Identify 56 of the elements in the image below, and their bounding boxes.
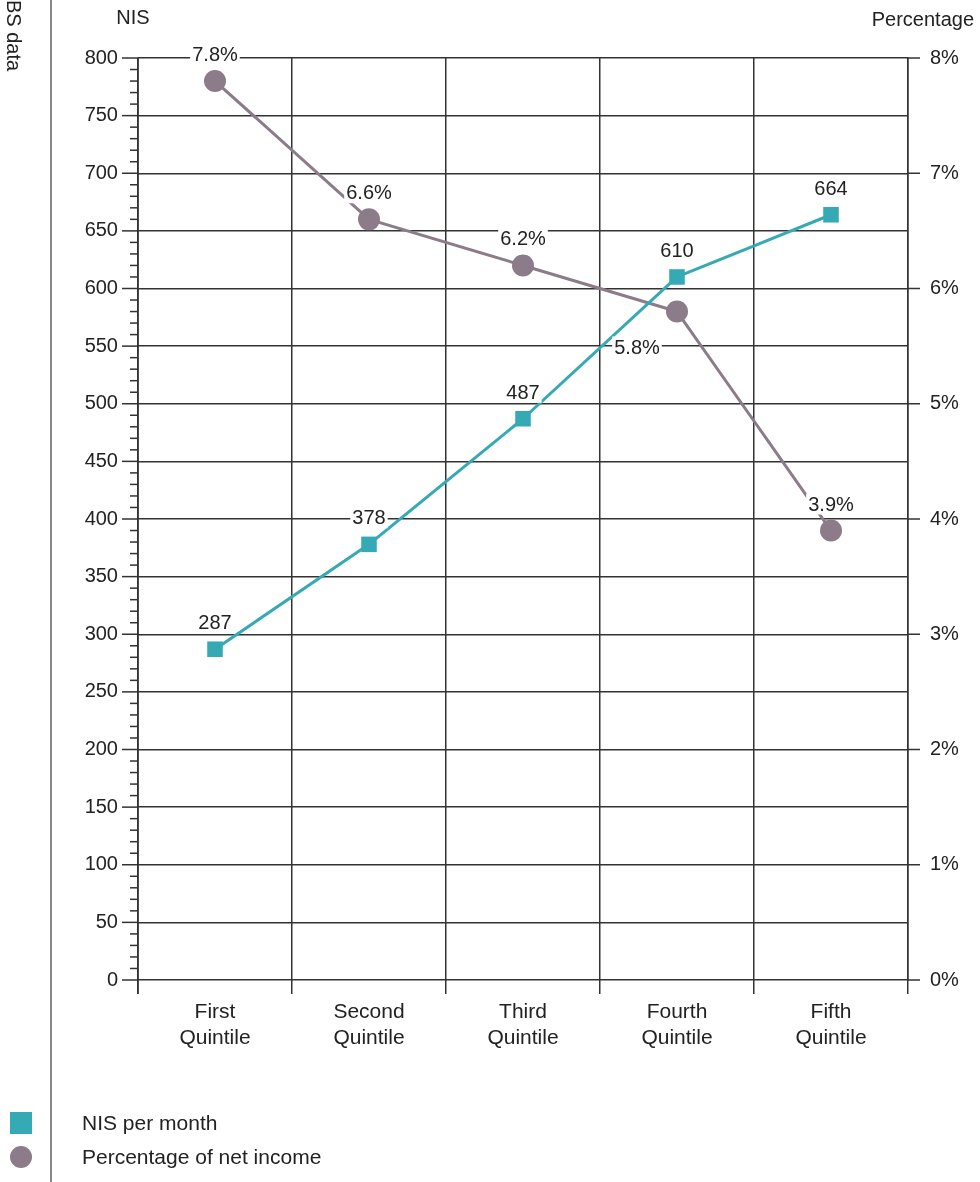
data-label: 378 [352,506,386,529]
point [820,519,842,542]
y2-tick-label: 3% [930,621,960,644]
y-tick-label: 400 [84,506,118,529]
text: BS data [2,0,25,72]
y-tick-label: 450 [84,448,118,471]
y-tick-label: 0 [106,967,118,990]
data-label: 6.2% [500,227,547,250]
point [361,536,377,553]
y-tick-label: 150 [84,794,118,817]
y2-tick-label: 5% [930,391,960,414]
y-tick-label: 250 [84,679,118,702]
data-label: 5.8% [614,335,661,358]
y-tick-label: 650 [84,218,118,241]
y-tick-label: 550 [84,333,118,356]
y-tick-label: 700 [84,160,118,183]
legend-label: NIS per month [82,1111,218,1135]
y2-tick-label: 0% [930,967,960,990]
x-tick-label: Fourth Quintile [641,999,713,1048]
y-tick-label: 800 [84,45,118,68]
data-label: 6.6% [346,181,393,204]
y-tick-label: 600 [84,276,118,299]
point [512,254,534,277]
point [669,269,685,285]
y-tick-label: 500 [84,391,118,414]
y-tick-label: 350 [84,564,118,587]
y-tick-label: 750 [84,103,118,126]
y-tick-label: 200 [84,737,118,760]
y2-tick-label: 6% [930,276,960,299]
point [358,208,380,231]
point [515,410,531,427]
y-tick-label: 50 [95,909,118,932]
point [204,70,226,93]
y2-tick-label: 2% [930,737,960,760]
y-tick-label: 300 [84,621,118,644]
x-tick-label: Third Quintile [487,999,559,1048]
x-tick-label: Fifth Quintile [795,999,867,1048]
y2-tick-label: 7% [930,160,960,183]
y2-tick-label: 4% [930,506,960,529]
point [207,641,223,658]
point [666,300,688,323]
data-label: 664 [814,176,848,199]
point [823,206,839,223]
legend-label: Percentage of net income [82,1145,322,1169]
y-axis-title: NIS [116,6,150,28]
data-label: 287 [198,611,232,634]
x-tick-label: Second Quintile [333,999,405,1048]
data-label: 610 [660,238,694,261]
y2-axis-title: Percentage [871,8,974,30]
data-label: 7.8% [192,43,239,66]
data-label: 3.9% [808,492,855,515]
y-tick-label: 100 [84,852,118,875]
y2-tick-label: 1% [930,852,960,875]
y2-tick-label: 8% [930,45,960,68]
x-tick-label: First Quintile [179,999,251,1048]
data-label: 487 [506,380,540,403]
